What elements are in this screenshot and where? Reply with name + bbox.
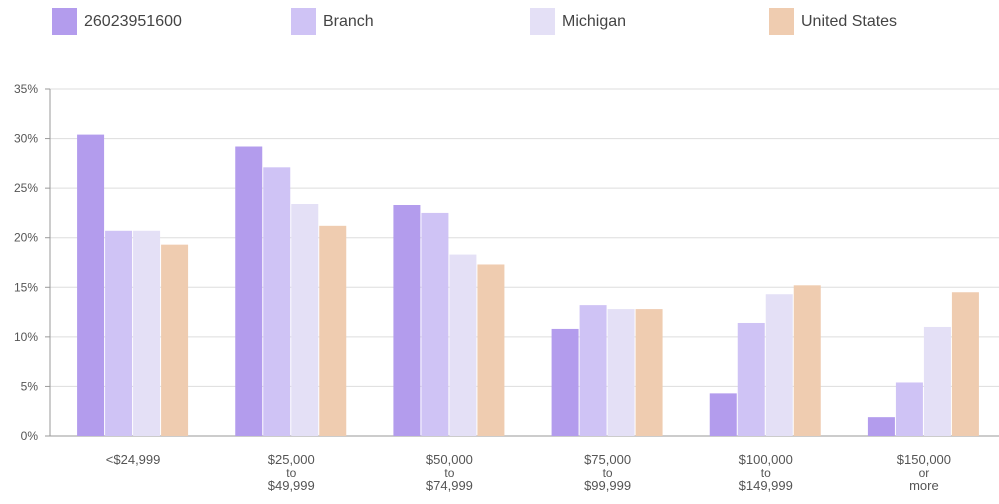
bar xyxy=(319,225,347,436)
bar xyxy=(793,285,821,436)
y-tick-label: 25% xyxy=(14,181,38,195)
legend-swatch xyxy=(291,8,316,35)
bar xyxy=(765,294,793,436)
x-tick-label: $100,000 to $149,999 xyxy=(739,452,793,493)
x-tick-label: <$24,999 xyxy=(106,452,161,467)
legend-label: Michigan xyxy=(562,13,626,30)
legend-swatch xyxy=(530,8,555,35)
bar xyxy=(951,292,979,436)
bar xyxy=(737,322,765,436)
y-tick-label: 30% xyxy=(14,132,38,146)
bar xyxy=(579,305,607,436)
bar xyxy=(867,417,895,436)
y-tick-label: 20% xyxy=(14,231,38,245)
bar xyxy=(923,326,951,436)
x-tick-label: $25,000 to $49,999 xyxy=(268,452,315,493)
x-tick-label: $150,000 or more xyxy=(897,452,951,493)
bar xyxy=(291,204,319,436)
legend-swatch xyxy=(769,8,794,35)
y-tick-label: 15% xyxy=(14,280,38,294)
y-tick-label: 35% xyxy=(14,82,38,96)
bar xyxy=(235,146,263,436)
bar xyxy=(607,309,635,436)
bar xyxy=(709,393,737,436)
x-tick-label: $50,000 to $74,999 xyxy=(426,452,473,493)
y-tick-label: 10% xyxy=(14,330,38,344)
bar xyxy=(105,230,133,436)
bar xyxy=(477,264,505,436)
bar xyxy=(551,328,579,436)
bar xyxy=(263,167,291,436)
bar xyxy=(635,309,663,436)
y-tick-label: 5% xyxy=(21,379,39,393)
bar xyxy=(77,134,105,436)
y-tick-label: 0% xyxy=(21,429,39,443)
legend-swatch xyxy=(52,8,77,35)
bar xyxy=(421,212,449,436)
x-tick-label: $75,000 to $99,999 xyxy=(584,452,631,493)
bar xyxy=(161,244,189,436)
bar xyxy=(449,254,477,436)
bar xyxy=(393,204,421,436)
legend-label: 26023951600 xyxy=(84,13,182,30)
bar xyxy=(895,382,923,436)
bar xyxy=(133,230,161,436)
legend-label: Branch xyxy=(323,13,374,30)
legend-label: United States xyxy=(801,13,897,30)
